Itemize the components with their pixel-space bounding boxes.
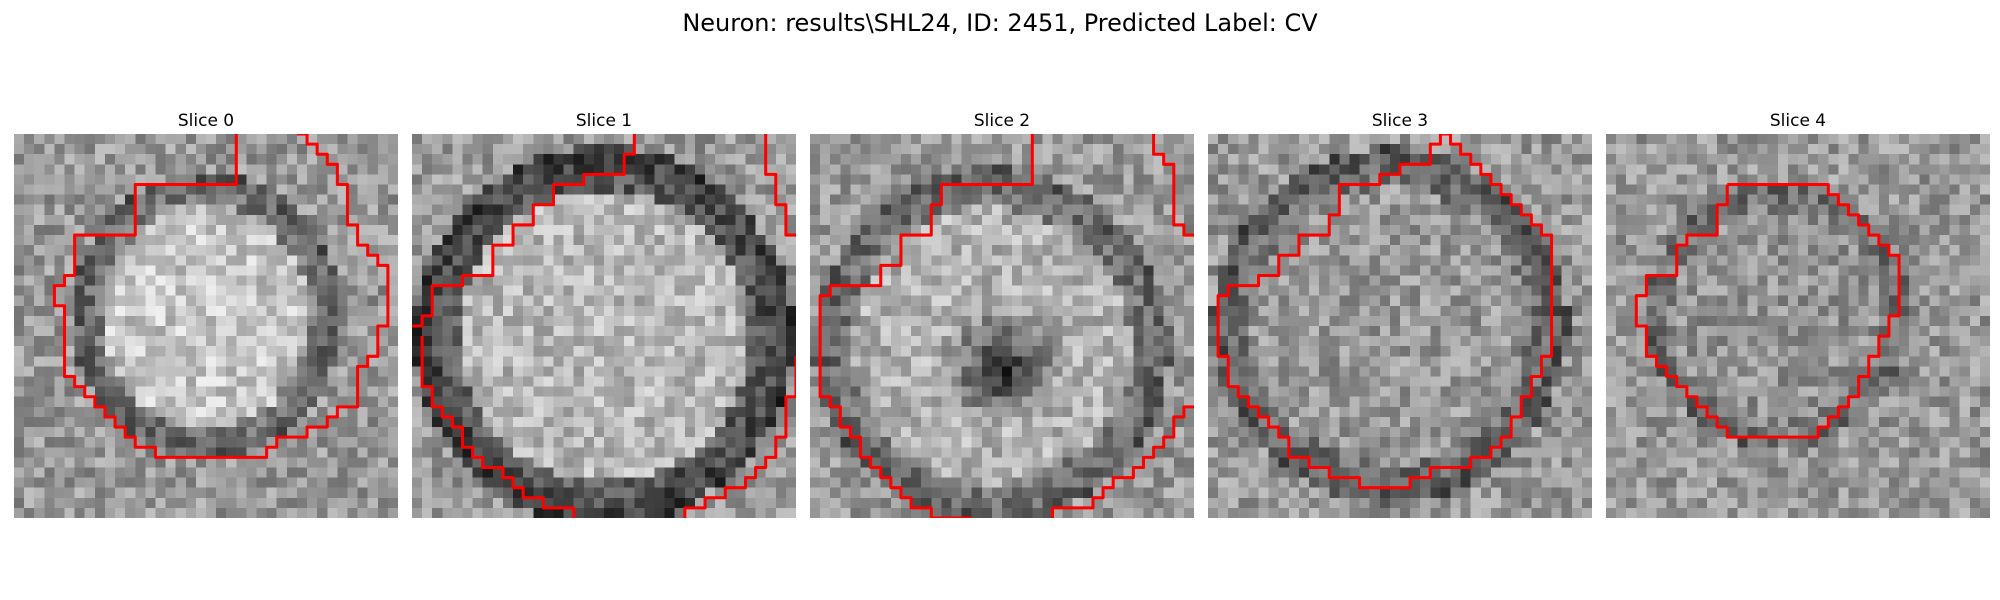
pixel-grid: [412, 134, 796, 518]
slice-title: Slice 2: [973, 111, 1031, 131]
segmentation-contour: [818, 134, 1034, 518]
segmentation-contour: [683, 356, 796, 518]
pixel-grid: [1606, 134, 1990, 518]
slice-image-2: [810, 134, 1194, 518]
figure-title: Neuron: results\SHL24, ID: 2451, Predict…: [682, 9, 1318, 37]
slice-panel-1: Slice 1: [412, 108, 796, 518]
slice-image-0: [14, 134, 398, 518]
segmentation-contour: [1216, 134, 1554, 490]
slice-image-3: [1208, 134, 1592, 518]
segmentation-contour: [412, 134, 636, 328]
segmentation-contour: [52, 134, 390, 459]
slice-panel-0: Slice 0: [14, 108, 398, 518]
slice-image-4: [1606, 134, 1990, 518]
segmentation-contour: [1634, 183, 1901, 439]
segmentation-contour: [1152, 134, 1194, 237]
slice-title: Slice 0: [177, 111, 235, 131]
slice-title: Slice 3: [1371, 111, 1429, 131]
segmentation-contour: [1051, 405, 1194, 518]
slice-panel-3: Slice 3: [1208, 108, 1592, 518]
pixel-grid: [14, 134, 398, 518]
pixel-grid: [1208, 134, 1592, 518]
slice-panel-2: Slice 2: [810, 108, 1194, 518]
slice-panel-4: Slice 4: [1606, 108, 1990, 518]
slice-title: Slice 1: [575, 111, 633, 131]
slice-title: Slice 4: [1769, 111, 1827, 131]
pixel-grid: [810, 134, 1194, 518]
segmentation-contour: [764, 134, 796, 237]
segmentation-contour: [420, 336, 576, 518]
slice-image-1: [412, 134, 796, 518]
